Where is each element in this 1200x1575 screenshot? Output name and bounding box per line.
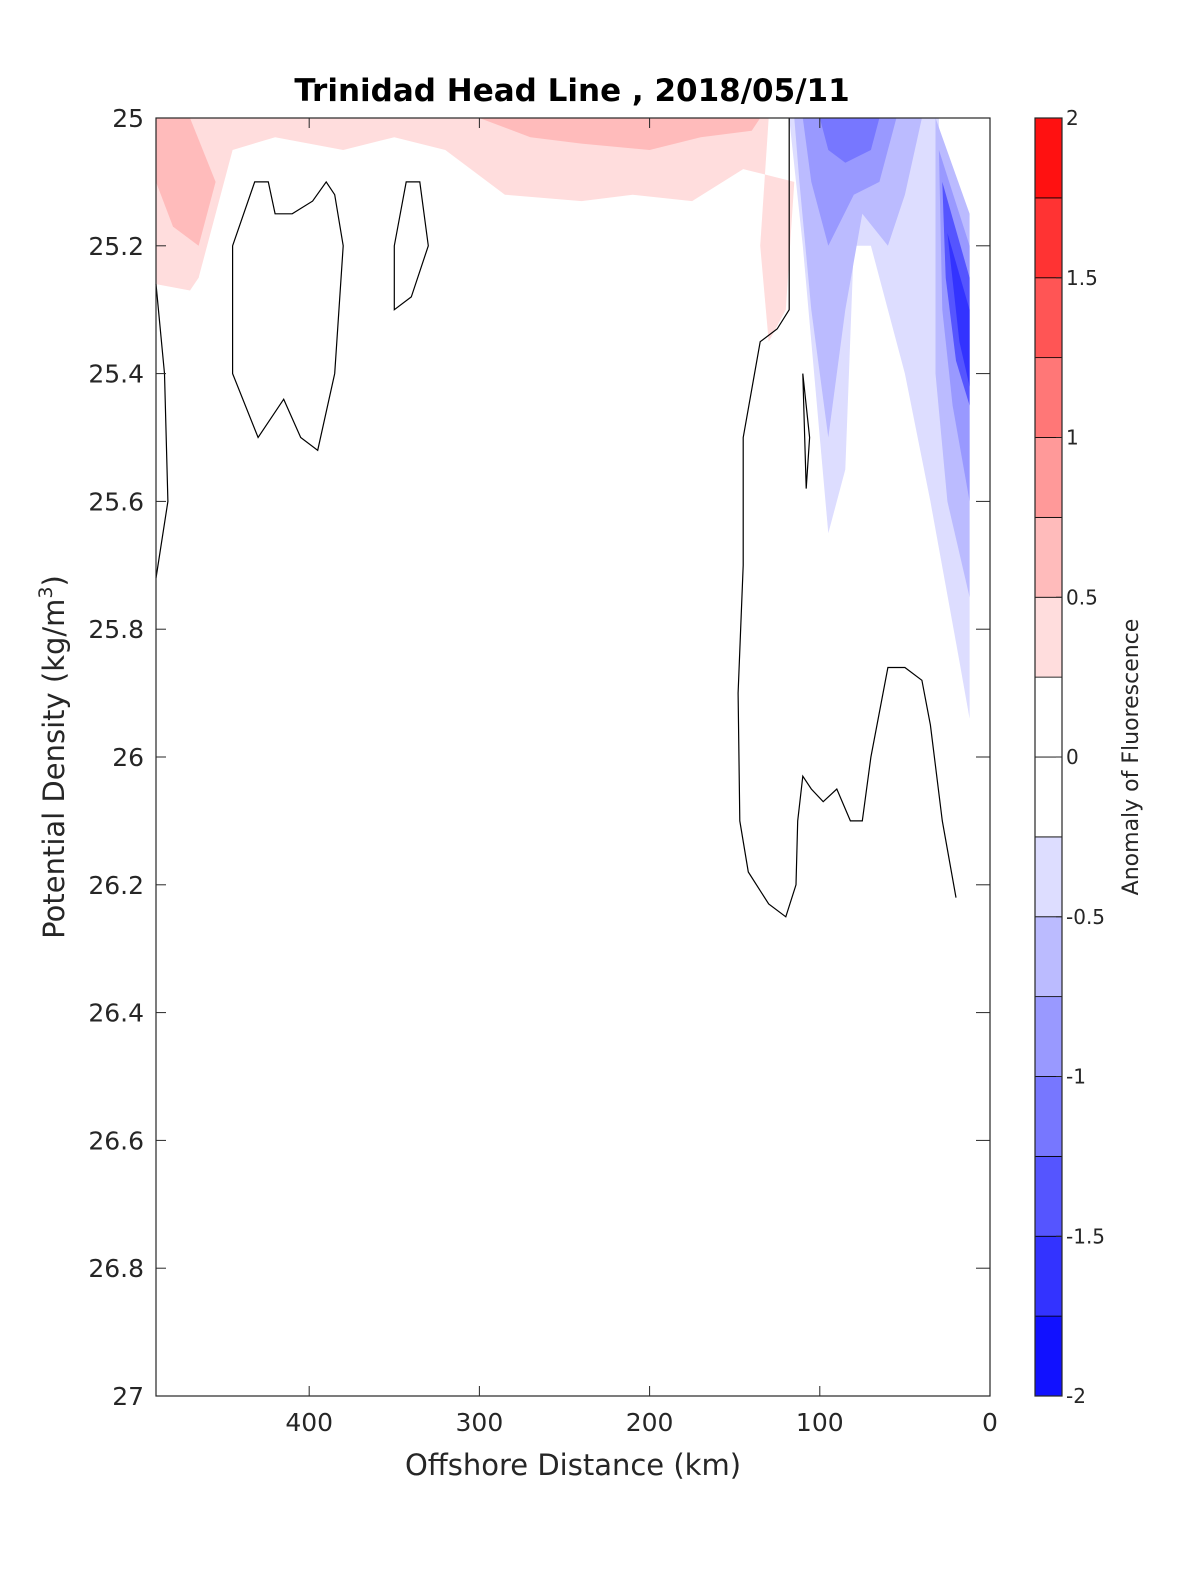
y-tick-label: 25.8 (88, 615, 144, 644)
y-tick-label: 27 (112, 1382, 144, 1411)
filled-contours (156, 118, 970, 719)
y-axis-label: Potential Density (kg/m3) (35, 575, 71, 939)
contour-fill-region-2 (156, 118, 216, 246)
colorbar-band (1034, 996, 1063, 1077)
contour-fill-region-11 (947, 233, 970, 387)
colorbar-band (1034, 277, 1063, 359)
contour-line-3 (737, 118, 957, 918)
chart-title: Trinidad Head Line , 2018/05/11 (294, 73, 849, 109)
y-tick-label: 25 (112, 104, 144, 133)
colorbar-tick-label: -1.5 (1066, 1224, 1105, 1248)
colorbar-band (1034, 1076, 1063, 1157)
y-tick-label: 26.2 (88, 871, 144, 900)
y-tick-label: 25.6 (88, 487, 144, 516)
contour-fill-region-3 (479, 118, 761, 150)
colorbar-band (1034, 916, 1063, 998)
colorbar-band (1034, 1155, 1063, 1237)
colorbar-band (1034, 516, 1063, 598)
colorbar-band (1034, 197, 1063, 279)
contour-fill-region-9 (819, 118, 880, 163)
contour-line-4 (802, 373, 811, 489)
colorbar: 2 1.5 1 0.5 0 -0.5 -1 -1.5 -2 Anomaly of Fluores… (1034, 106, 1144, 1408)
y-tick-label: 26.4 (88, 999, 144, 1028)
x-tick-label: 0 (982, 1408, 998, 1437)
colorbar-band (1034, 437, 1063, 518)
y-tick-label: 25.4 (88, 360, 144, 389)
x-axis-label: Offshore Distance (km) (405, 1448, 741, 1482)
colorbar-tick-label: 1 (1066, 426, 1079, 450)
colorbar-band (1034, 357, 1063, 438)
colorbar-tick-label: 0.5 (1066, 585, 1098, 609)
y-axis-ticks: 25 25.2 25.4 25.6 25.8 26 26.2 26.4 26.6 26.8 27 (88, 104, 990, 1411)
colorbar-band (1034, 836, 1063, 918)
colorbar-band (1034, 1235, 1063, 1317)
y-axis-label-main: Potential Density (kg/m (37, 599, 71, 939)
y-tick-label: 26 (112, 743, 144, 772)
colorbar-ticks: 2 1.5 1 0.5 0 -0.5 -1 -1.5 -2 (1056, 106, 1105, 1408)
colorbar-band (1034, 676, 1063, 758)
colorbar-band (1034, 756, 1063, 838)
contour-line-2 (393, 181, 429, 311)
y-tick-label: 26.6 (88, 1126, 144, 1155)
contour-fill-region-7 (802, 118, 897, 246)
colorbar-band (1034, 117, 1063, 199)
plot-area: 400 300 200 100 0 25 25.2 25.4 25.6 25.8 26 26.2 26… (88, 104, 998, 1437)
colorbar-tick-label: 0 (1066, 745, 1079, 769)
x-tick-label: 100 (796, 1408, 844, 1437)
plot-background (156, 118, 990, 1396)
y-axis-label-superscript: 3 (35, 586, 57, 598)
colorbar-band (1034, 596, 1063, 678)
contour-line-0 (155, 284, 169, 579)
colorbar-tick-label: -0.5 (1066, 905, 1105, 929)
x-axis-ticks: 400 300 200 100 0 (285, 118, 998, 1437)
y-axis-label-close: ) (37, 575, 71, 586)
colorbar-bands (1034, 117, 1063, 1397)
x-tick-label: 200 (626, 1408, 674, 1437)
y-tick-label: 25.2 (88, 232, 144, 261)
contour-line-1 (232, 180, 344, 452)
colorbar-tick-label: -2 (1066, 1384, 1086, 1408)
x-tick-label: 400 (285, 1408, 333, 1437)
contour-fill-region-0 (156, 118, 795, 342)
colorbar-tick-label: 2 (1066, 106, 1079, 130)
zero-contour-lines (155, 118, 957, 918)
x-tick-label: 300 (456, 1408, 504, 1437)
colorbar-tick-label: -1 (1066, 1065, 1086, 1089)
colorbar-tick-label: 1.5 (1066, 266, 1098, 290)
colorbar-label: Anomaly of Fluorescence (1119, 619, 1144, 896)
colorbar-band (1034, 1315, 1063, 1397)
y-tick-label: 26.8 (88, 1254, 144, 1283)
